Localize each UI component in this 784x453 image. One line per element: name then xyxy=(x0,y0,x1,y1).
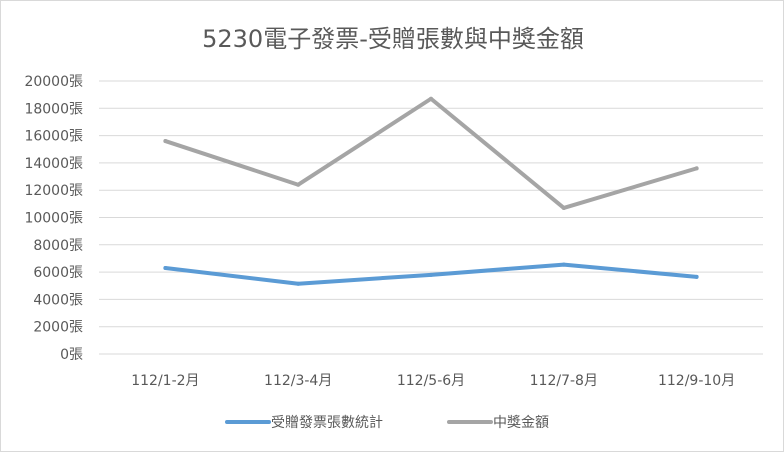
x-tick-label: 112/7-8月 xyxy=(530,373,598,389)
data-point xyxy=(694,274,699,279)
data-point xyxy=(429,272,433,277)
x-tick-label: 112/5-6月 xyxy=(397,373,465,389)
data-point xyxy=(163,266,168,271)
x-tick-label: 112/9-10月 xyxy=(658,373,735,389)
data-point xyxy=(163,139,168,144)
data-point xyxy=(694,166,699,171)
x-axis-ticks: 112/1-2月 112/3-4月 112/5-6月 112/7-8月 112/9-10… xyxy=(131,373,735,389)
gridlines xyxy=(99,80,763,355)
data-point xyxy=(561,205,566,210)
x-tick-label: 112/1-2月 xyxy=(131,373,199,389)
data-point xyxy=(561,262,566,267)
data-point xyxy=(429,96,433,101)
y-tick-label: 16000張 xyxy=(24,129,83,145)
legend: 受贈發票張數統計 中獎金額 xyxy=(225,415,549,431)
y-tick-label: 18000張 xyxy=(24,101,83,117)
y-tick-label: 20000張 xyxy=(24,74,83,90)
data-point xyxy=(296,281,301,286)
x-tick-label: 112/3-4月 xyxy=(264,373,332,389)
legend-label-1: 受贈發票張數統計 xyxy=(271,415,383,431)
data-point xyxy=(296,182,301,187)
y-axis-ticks: 0張 2000張 4000張 6000張 8000張 10000張 12000張 14000張… xyxy=(24,74,83,363)
y-tick-label: 8000張 xyxy=(33,238,83,254)
legend-label-2: 中獎金額 xyxy=(493,415,549,431)
y-tick-label: 14000張 xyxy=(24,156,83,172)
series-lines xyxy=(163,96,699,286)
y-tick-label: 12000張 xyxy=(24,183,83,199)
y-tick-label: 2000張 xyxy=(33,320,83,336)
y-tick-label: 0張 xyxy=(60,347,83,363)
chart-title: 5230電子發票-受贈張數與中獎金額 xyxy=(202,25,584,53)
series-line-2 xyxy=(163,96,699,210)
y-tick-label: 10000張 xyxy=(24,211,83,227)
y-tick-label: 4000張 xyxy=(33,292,83,308)
y-tick-label: 6000張 xyxy=(33,265,83,281)
